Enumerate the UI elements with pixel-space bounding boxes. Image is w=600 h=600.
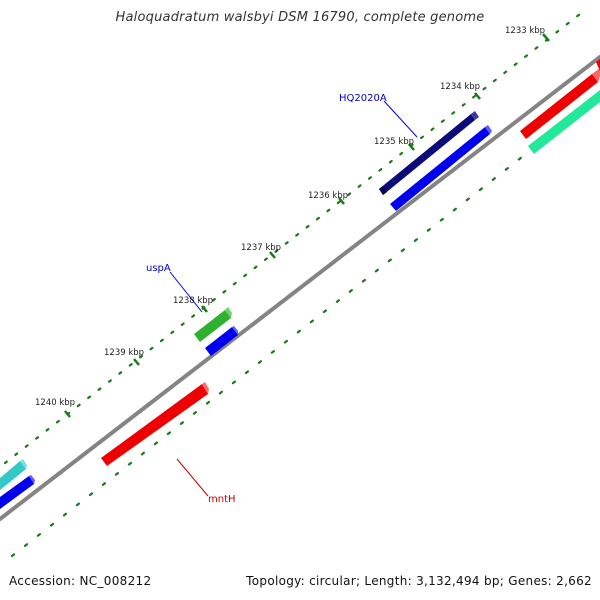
tick-1236: 1236 kbp [308, 191, 348, 205]
gene-right-red[interactable] [520, 68, 600, 139]
accession-text: Accession: NC_008212 [9, 574, 152, 588]
genome-summary-text: Topology: circular; Length: 3,132,494 bp… [246, 574, 592, 588]
outer-tick-ring [3, 12, 582, 465]
tick-1233: 1233 kbp [505, 26, 550, 42]
label-mnth[interactable]: mntH [176, 458, 236, 505]
gene-blue-left[interactable] [0, 475, 35, 509]
tick-label-1234: 1234 kbp [440, 82, 480, 92]
tick-label-1239: 1239 kbp [104, 348, 144, 358]
tick-label-1235: 1235 kbp [374, 137, 414, 147]
tick-label-1233: 1233 kbp [505, 26, 545, 36]
tick-label-1237: 1237 kbp [241, 243, 281, 253]
genome-backbone [0, 55, 600, 521]
tick-1237: 1237 kbp [241, 243, 281, 259]
tick-1234: 1234 kbp [440, 82, 481, 100]
gene-aqua-right[interactable] [528, 90, 600, 154]
gene-label-uspa[interactable]: uspA [146, 263, 171, 274]
tick-label-1240: 1240 kbp [35, 398, 75, 408]
label-hq2020a[interactable]: HQ2020A [339, 93, 418, 138]
map-title: Haloquadratum walsbyi DSM 16790, complet… [115, 10, 485, 25]
tick-1239: 1239 kbp [104, 348, 144, 366]
gene-blue-1238[interactable] [205, 326, 238, 356]
tick-label-1236: 1236 kbp [308, 191, 348, 201]
gene-label-hq2020a[interactable]: HQ2020A [339, 93, 387, 104]
label-uspa[interactable]: uspA [146, 263, 203, 313]
inner-tick-ring [10, 94, 600, 558]
tick-1235: 1235 kbp [374, 137, 415, 151]
gene-cyan-left[interactable] [0, 459, 27, 490]
gene-hq2020a[interactable] [379, 111, 479, 195]
gene-blue-1235[interactable] [390, 125, 492, 211]
tick-1238: 1238 kbp [173, 296, 213, 313]
gene-mnth[interactable] [101, 382, 209, 466]
tick-1240: 1240 kbp [35, 398, 75, 418]
gene-uspa[interactable] [194, 307, 232, 342]
gene-top-right-red[interactable] [596, 59, 600, 73]
gene-label-mnth[interactable]: mntH [208, 494, 236, 505]
